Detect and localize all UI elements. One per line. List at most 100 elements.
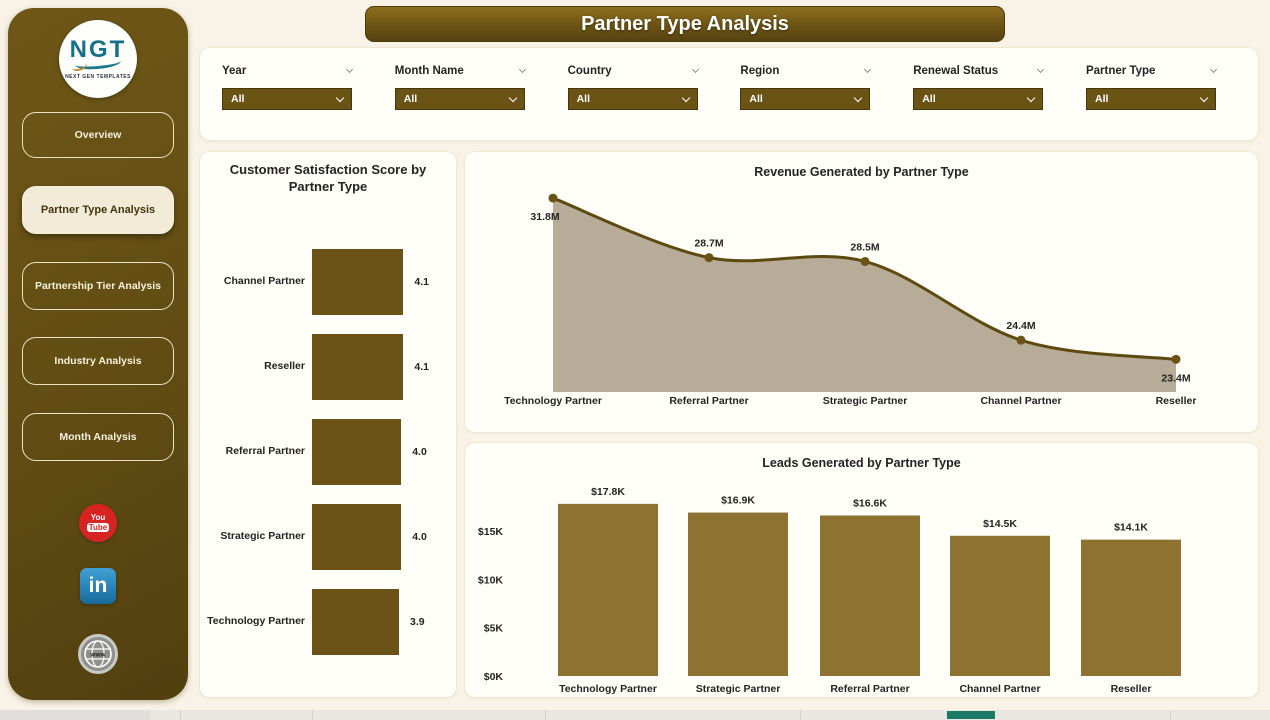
sidebar-item-month-analysis[interactable]: Month Analysis <box>22 413 174 461</box>
filter-region: Region All <box>740 63 872 140</box>
revenue-data-point[interactable] <box>860 256 870 266</box>
dropdown-selected-value: All <box>749 93 763 105</box>
satisfaction-value-label: 4.0 <box>412 445 427 458</box>
filter-label-row: Partner Type <box>1086 63 1218 79</box>
dropdown-selected-value: All <box>576 93 591 105</box>
youtube-icon[interactable]: You Tube <box>79 504 117 542</box>
leads-chart-card: Leads Generated by Partner Type $0K $5K $1… <box>465 443 1258 697</box>
leads-bar[interactable] <box>558 503 658 676</box>
sidebar-item-partner-type-analysis[interactable]: Partner Type Analysis <box>22 186 174 234</box>
leads-y-tick-label: $10K <box>478 574 504 586</box>
chevron-down-icon[interactable] <box>518 65 526 74</box>
chevron-down-icon[interactable] <box>864 65 872 74</box>
revenue-category-label: Reseller <box>1156 395 1197 407</box>
scroll-indicator[interactable] <box>947 711 995 719</box>
leads-bar[interactable] <box>688 512 788 676</box>
revenue-value-label: 31.8M <box>530 211 559 223</box>
leads-value-label: $14.5K <box>983 518 1017 530</box>
satisfaction-bar[interactable] <box>312 503 402 570</box>
revenue-value-label: 24.4M <box>1006 320 1035 332</box>
revenue-chart-title: Revenue Generated by Partner Type <box>754 165 969 179</box>
dropdown-selected-value: All <box>1094 93 1109 105</box>
revenue-area-fill <box>553 198 1176 392</box>
satisfaction-row: Channel Partner 4.1 <box>200 239 456 324</box>
svg-text:www: www <box>89 652 106 659</box>
filter-label: Region <box>740 65 780 77</box>
filter-label-row: Month Name <box>395 63 526 79</box>
chevron-down-icon[interactable] <box>345 65 354 74</box>
satisfaction-value-label: 4.0 <box>412 530 427 543</box>
sidebar: NGT NEXT GEN TEMPLATES Overview Partner … <box>8 8 188 700</box>
revenue-category-label: Technology Partner <box>504 395 602 407</box>
filter-dropdown-renewal-status[interactable]: All <box>913 88 1044 110</box>
filter-dropdown-region[interactable]: All <box>740 88 871 110</box>
globe-glyph: www <box>84 640 112 668</box>
revenue-chart-plot: 31.8M Technology Partner 28.7M Referral Par… <box>504 193 1197 407</box>
satisfaction-row: Reseller 4.1 <box>200 324 456 409</box>
revenue-data-point[interactable] <box>704 253 714 263</box>
filter-label-row: Year <box>222 63 354 79</box>
leads-value-label: $14.1K <box>1114 522 1148 534</box>
dropdown-selected-value: All <box>922 93 936 105</box>
chevron-down-icon[interactable] <box>1209 65 1218 74</box>
satisfaction-category-label: Reseller <box>264 360 305 373</box>
revenue-value-label: 23.4M <box>1161 372 1190 384</box>
filter-dropdown-month-name[interactable]: All <box>394 88 525 110</box>
satisfaction-bar[interactable] <box>312 418 402 485</box>
sidebar-item-partnership-tier-analysis[interactable]: Partnership Tier Analysis <box>22 262 174 310</box>
chevron-down-icon[interactable] <box>1037 65 1045 74</box>
leads-bar[interactable] <box>1081 539 1181 676</box>
filter-label: Country <box>567 65 612 77</box>
leads-chart-plot: $0K $5K $10K $15K $17.8K Technology Partner $1… <box>478 486 1181 695</box>
leads-category-label: Technology Partner <box>559 683 657 695</box>
revenue-value-label: 28.5M <box>850 241 879 253</box>
satisfaction-bar[interactable] <box>312 248 404 315</box>
scrollbar-divider <box>1170 710 1171 720</box>
sidebar-item-overview[interactable]: Overview <box>22 112 174 158</box>
satisfaction-category-label: Referral Partner <box>225 445 305 458</box>
filter-label-row: Country <box>567 63 699 79</box>
chevron-down-icon <box>508 93 518 102</box>
filter-country: Country All <box>567 63 699 140</box>
leads-value-label: $17.8K <box>591 486 625 498</box>
logo-subtext: NEXT GEN TEMPLATES <box>65 74 131 80</box>
satisfaction-bar[interactable] <box>312 333 404 400</box>
satisfaction-chart-plot: Channel Partner 4.1 Reseller 4.1 Referral Pa… <box>200 239 456 664</box>
filter-dropdown-country[interactable]: All <box>567 88 698 110</box>
sidebar-item-industry-analysis[interactable]: Industry Analysis <box>22 337 174 385</box>
revenue-data-point[interactable] <box>1171 354 1181 364</box>
scrollbar-divider <box>545 710 546 720</box>
scrollbar-segment <box>0 710 150 720</box>
satisfaction-value-label: 4.1 <box>414 275 429 288</box>
revenue-data-point[interactable] <box>548 193 558 203</box>
leads-category-label: Reseller <box>1111 683 1152 695</box>
filter-label-row: Renewal Status <box>913 63 1045 79</box>
satisfaction-chart-card: Customer Satisfaction Score by Partner T… <box>200 152 456 697</box>
scrollbar-divider <box>312 710 313 720</box>
revenue-category-label: Referral Partner <box>669 395 748 407</box>
satisfaction-value-label: 3.9 <box>410 615 425 628</box>
page-title: Partner Type Analysis <box>365 6 1005 42</box>
filter-dropdown-year[interactable]: All <box>222 88 352 110</box>
website-globe-icon[interactable]: www <box>78 634 118 674</box>
filter-label: Renewal Status <box>913 65 999 77</box>
leads-bar[interactable] <box>950 535 1050 676</box>
satisfaction-row: Referral Partner 4.0 <box>200 409 456 494</box>
leads-category-label: Channel Partner <box>959 683 1040 695</box>
revenue-data-point[interactable] <box>1016 335 1026 345</box>
linkedin-icon[interactable]: in <box>80 568 116 604</box>
scrollbar-divider <box>800 710 801 720</box>
bottom-scrollbar[interactable] <box>0 710 1270 720</box>
leads-bar[interactable] <box>820 515 920 676</box>
chevron-down-icon[interactable] <box>691 65 699 74</box>
satisfaction-value-label: 4.1 <box>414 360 429 373</box>
filter-month-name: Month Name All <box>394 63 526 140</box>
revenue-category-label: Channel Partner <box>980 395 1061 407</box>
satisfaction-bar[interactable] <box>312 588 399 655</box>
dropdown-selected-value: All <box>403 93 418 105</box>
linkedin-icon-text: in <box>88 574 108 597</box>
youtube-icon-text-bottom: Tube <box>86 522 110 533</box>
filter-dropdown-partner-type[interactable]: All <box>1085 88 1216 110</box>
filter-partner-type: Partner Type All <box>1085 63 1218 140</box>
